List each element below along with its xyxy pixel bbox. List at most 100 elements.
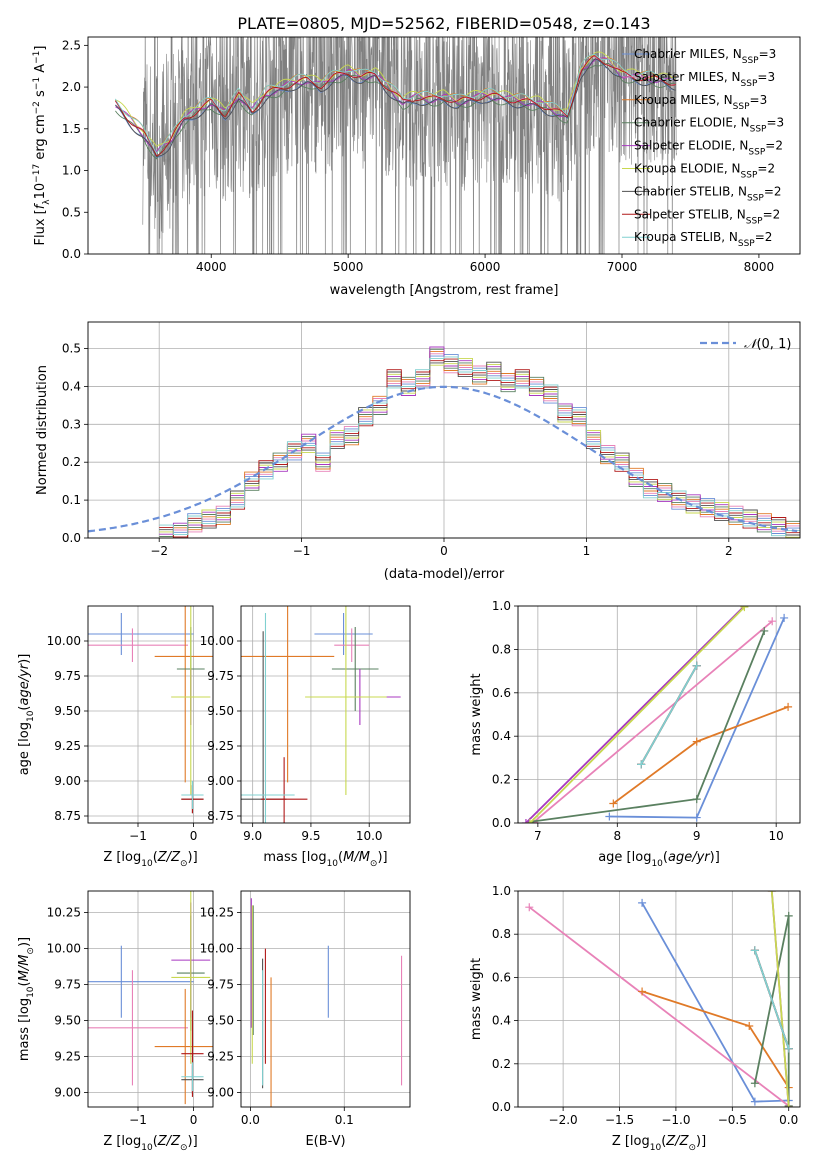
label-part: 10 — [33, 183, 48, 200]
panel-mass-vs-ebv: 0.0 0.1 9.00 9.25 9.50 9.75 10.00 10.25 E(B-V) — [200, 890, 411, 1149]
label-part: =2 — [765, 139, 783, 153]
weight-marker — [768, 617, 777, 626]
x-axis-label: Z [log10(Z/Z⊙)] — [103, 850, 197, 869]
y-tick-label: 10.00 — [200, 634, 234, 648]
y-tick-label: 9.00 — [54, 774, 81, 788]
x-axis-label: Z [log10(Z/Z⊙)] — [612, 1134, 706, 1153]
x-tick-label: −1.0 — [661, 1113, 690, 1127]
x-tick-label: 8 — [613, 829, 621, 843]
label-part: )] — [17, 937, 32, 947]
x-tick-label: −1.5 — [605, 1113, 634, 1127]
axes-frame — [87, 36, 801, 255]
label-part: SSP — [741, 79, 758, 89]
y-tick-label: 2.5 — [62, 38, 81, 52]
label-part: f — [33, 202, 48, 209]
label-part: Z/Z — [157, 1134, 181, 1149]
y-tick-label: 8.75 — [54, 809, 81, 823]
label-part: ( — [338, 850, 343, 865]
weight-marker — [692, 795, 701, 804]
axes-frame — [87, 890, 214, 1108]
x-tick-label: 0 — [190, 829, 198, 843]
label-part: =2 — [757, 162, 775, 176]
label-part: ( — [17, 706, 32, 711]
y-tick-label: 0.8 — [492, 642, 511, 656]
y-tick-label: 1.0 — [492, 599, 511, 613]
label-part: mass [log — [263, 850, 326, 865]
label-part: Chabrier ELODIE, N — [634, 116, 750, 130]
label-part: )] — [188, 1134, 198, 1149]
y-tick-label: 1.0 — [62, 164, 81, 178]
axes-frame — [517, 890, 801, 1108]
label-part: Kroupa ELODIE, N — [634, 162, 741, 176]
weight-marker — [745, 1022, 754, 1030]
histogram-series — [159, 346, 800, 538]
label-part: 10 — [26, 986, 36, 998]
label-part: Z [log — [612, 1134, 650, 1149]
label-part: λ — [42, 199, 52, 205]
axes-frame — [87, 605, 214, 824]
label-part: (0, 1) — [756, 337, 791, 352]
y-tick-label: 10.25 — [47, 906, 81, 920]
weight-marker — [637, 760, 646, 769]
model-curve — [115, 54, 676, 154]
panel-spectrum: 4000 5000 6000 7000 8000 0.0 0.5 1.0 1.5 2.0 2.5 Ch… — [32, 36, 801, 298]
label-part: SSP — [742, 56, 759, 66]
x-tick-label: 7000 — [607, 260, 638, 274]
weight-marker — [750, 1097, 759, 1106]
weight-marker — [767, 891, 776, 895]
y-tick-label: 0.4 — [492, 1014, 511, 1028]
y-tick-label: 9.75 — [207, 978, 234, 992]
y-tick-label: 9.25 — [207, 739, 234, 753]
weight-marker — [740, 606, 749, 612]
x-tick-label: 1 — [583, 544, 591, 558]
label-part: ( — [661, 1134, 666, 1149]
weight-marker — [638, 898, 647, 907]
x-axis-label: E(B-V) — [305, 1134, 345, 1149]
y-tick-label: 0.0 — [492, 1100, 511, 1114]
label-part: Chabrier MILES, N — [634, 47, 742, 61]
y-tick-label: 9.25 — [54, 1050, 81, 1064]
weight-marker — [692, 813, 701, 822]
label-part: )] — [377, 850, 387, 865]
y-axis-label: Flux [fλ10−17 erg cm−2 s−1 A−1] — [32, 46, 52, 246]
x-axis-label: wavelength [Angstrom, rest frame] — [330, 283, 559, 298]
label-part: mass [log — [17, 998, 32, 1061]
y-tick-label: 2.0 — [62, 80, 81, 94]
legend-label: Kroupa STELIB, NSSP=2 — [634, 230, 772, 249]
label-part: Z/Z — [665, 1134, 689, 1149]
label-part: 10 — [26, 710, 36, 722]
label-part: age/yr — [17, 662, 32, 705]
label-part: )] — [17, 654, 32, 664]
weight-marker — [609, 799, 618, 808]
axes-frame — [517, 605, 801, 824]
y-tick-label: 0.4 — [62, 379, 81, 393]
observed-spectrum — [142, 37, 677, 254]
figure-title: PLATE=0805, MJD=52562, FIBERID=0548, z=0… — [237, 14, 650, 33]
label-part: ( — [663, 850, 668, 865]
label-part: 10 — [650, 1143, 662, 1153]
y-tick-label: 9.50 — [54, 1014, 81, 1028]
label-part: Kroupa STELIB, N — [634, 230, 738, 244]
label-part: ] — [33, 46, 48, 51]
model-curve — [115, 55, 676, 157]
y-axis-label: mass weight — [469, 958, 484, 1040]
x-tick-label: 9 — [693, 829, 701, 843]
legend-label: Chabrier ELODIE, NSSP=3 — [634, 116, 784, 135]
x-tick-label: −1 — [129, 829, 147, 843]
label-part: =3 — [766, 116, 784, 130]
weight-marker — [605, 812, 614, 821]
label-part: age/yr — [668, 850, 711, 865]
label-part: −1 — [32, 77, 42, 90]
y-tick-label: 0.0 — [62, 247, 81, 261]
y-tick-label: 9.50 — [207, 704, 234, 718]
panel-age-vs-mass: 9.0 9.5 10.0 8.75 9.00 9.25 9.50 9.75 10.00 mass … — [200, 605, 411, 869]
axes-frame — [87, 321, 801, 539]
x-axis-label: Z [log10(Z/Z⊙)] — [103, 1134, 197, 1153]
label-part: Salpeter ELODIE, N — [634, 139, 748, 153]
y-tick-label: 9.00 — [54, 1086, 81, 1100]
label-part: −2 — [32, 101, 42, 114]
label-part: Flux [ — [33, 209, 48, 245]
